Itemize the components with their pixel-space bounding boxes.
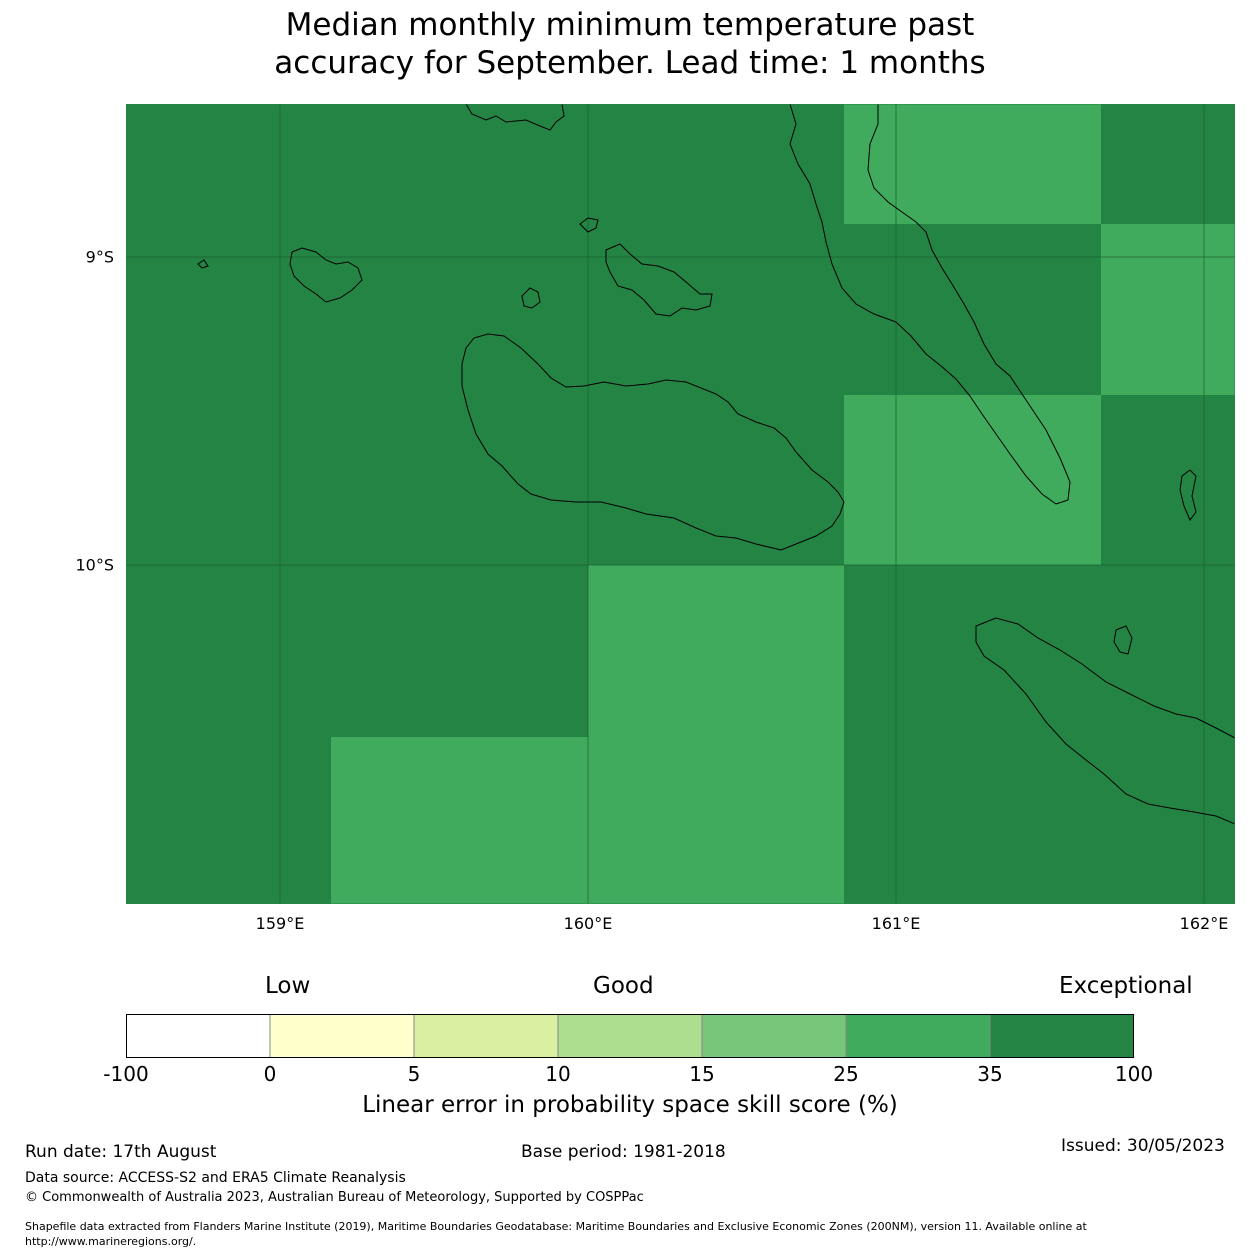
- island-guadalcanal-coast: [461, 333, 845, 551]
- legend-colorbar: [126, 1014, 1134, 1058]
- colorbar-segment: [126, 1014, 271, 1058]
- lon-label-159e: 159°E: [255, 914, 305, 933]
- island-dot-coast: [197, 259, 209, 269]
- gridlines: [126, 104, 1235, 904]
- issued-date: Issued: 30/05/2023: [1061, 1136, 1225, 1156]
- colorbar-tick: -100: [103, 1062, 149, 1086]
- lon-label-162e: 162°E: [1179, 914, 1229, 933]
- colorbar-segment: [845, 1014, 991, 1058]
- good-cells: [331, 104, 1235, 904]
- colorbar-segment: [413, 1014, 559, 1058]
- island-small-coast: [579, 217, 599, 233]
- shapefile-credit-line-1: Shapefile data extracted from Flanders M…: [25, 1220, 1087, 1233]
- legend-category-low: Low: [265, 973, 311, 999]
- island-makira-coast: [975, 617, 1235, 825]
- island-savo-coast: [521, 287, 541, 309]
- good-cell: [1101, 224, 1235, 395]
- title-line-2: accuracy for September. Lead time: 1 mon…: [274, 45, 986, 81]
- coastlines: [197, 104, 1235, 825]
- colorbar-tick: 100: [1114, 1062, 1154, 1086]
- colorbar-segment: [557, 1014, 703, 1058]
- map-title: Median monthly minimum temperature past …: [0, 6, 1260, 82]
- colorbar-frame: [126, 1014, 1134, 1058]
- lon-label-160e: 160°E: [563, 914, 613, 933]
- lon-label-161e: 161°E: [871, 914, 921, 933]
- colorbar-segment: [269, 1014, 415, 1058]
- legend-category-exceptional: Exceptional: [1059, 973, 1193, 999]
- colorbar-tick: 35: [977, 1062, 1003, 1086]
- lat-label-9s: 9°S: [85, 247, 114, 267]
- lat-label-10s: 10°S: [75, 555, 114, 575]
- island-north-coast: [465, 104, 565, 131]
- colorbar-tick: 0: [263, 1062, 277, 1086]
- data-source: Data source: ACCESS-S2 and ERA5 Climate …: [25, 1170, 406, 1186]
- island-west-group-coast: [289, 247, 363, 303]
- island-east-coast: [1179, 469, 1197, 521]
- good-cell: [844, 395, 1101, 565]
- island-malaita-coast: [789, 104, 1071, 505]
- colorbar-tick: 25: [833, 1062, 859, 1086]
- shapefile-credit-line-2: http://www.marineregions.org/.: [25, 1235, 197, 1248]
- colorbar-segment: [701, 1014, 847, 1058]
- colorbar-tick: 15: [689, 1062, 715, 1086]
- run-date: Run date: 17th August: [25, 1142, 217, 1162]
- title-line-1: Median monthly minimum temperature past: [285, 7, 975, 43]
- good-cell: [331, 737, 588, 904]
- skill-score-map: [126, 104, 1235, 904]
- colorbar-tick: 10: [545, 1062, 571, 1086]
- base-period: Base period: 1981-2018: [521, 1142, 726, 1162]
- legend-category-good: Good: [593, 973, 654, 999]
- colorbar-tick: 5: [407, 1062, 421, 1086]
- good-cell: [588, 565, 844, 904]
- island-russell-coast: [605, 243, 713, 317]
- copyright: © Commonwealth of Australia 2023, Austra…: [25, 1190, 644, 1205]
- good-cell: [844, 104, 1101, 224]
- colorbar-segment: [989, 1014, 1134, 1058]
- island-small-east-coast: [1113, 625, 1133, 655]
- colorbar-title: Linear error in probability space skill …: [362, 1092, 898, 1118]
